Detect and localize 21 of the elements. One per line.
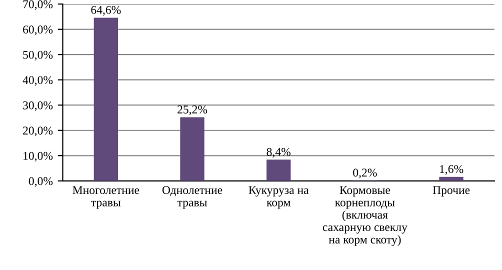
y-tick-label: 60,0% [23, 26, 53, 36]
bar [94, 18, 118, 181]
x-tick-label: Кормовые корнеплоды (включая сахарную свеклу на корм скоту) [322, 186, 408, 246]
data-label: 64,6% [91, 6, 121, 16]
y-tick-label: 20,0% [23, 126, 53, 136]
data-label: 1,6% [440, 165, 464, 175]
bar [180, 117, 204, 181]
y-tick-label: 40,0% [22, 76, 53, 86]
y-tick-label: 10,0% [24, 152, 53, 162]
y-tick-label: 70,0% [23, 0, 53, 10]
y-tick-label: 30,0% [23, 101, 53, 112]
y-tick-label: 0,0% [28, 177, 53, 187]
x-tick-label: Кукуруза на корм [248, 186, 309, 209]
x-tick-label: Многолетние травы [72, 186, 140, 209]
data-label: 8,4% [266, 148, 291, 158]
x-tick-label: Однолетние травы [162, 186, 222, 209]
x-tick-label: Прочие [432, 186, 470, 196]
data-label: 0,2% [353, 168, 377, 178]
bar [266, 160, 291, 181]
y-tick-label: 50,0% [23, 50, 53, 60]
data-label: 25,2% [178, 105, 208, 116]
